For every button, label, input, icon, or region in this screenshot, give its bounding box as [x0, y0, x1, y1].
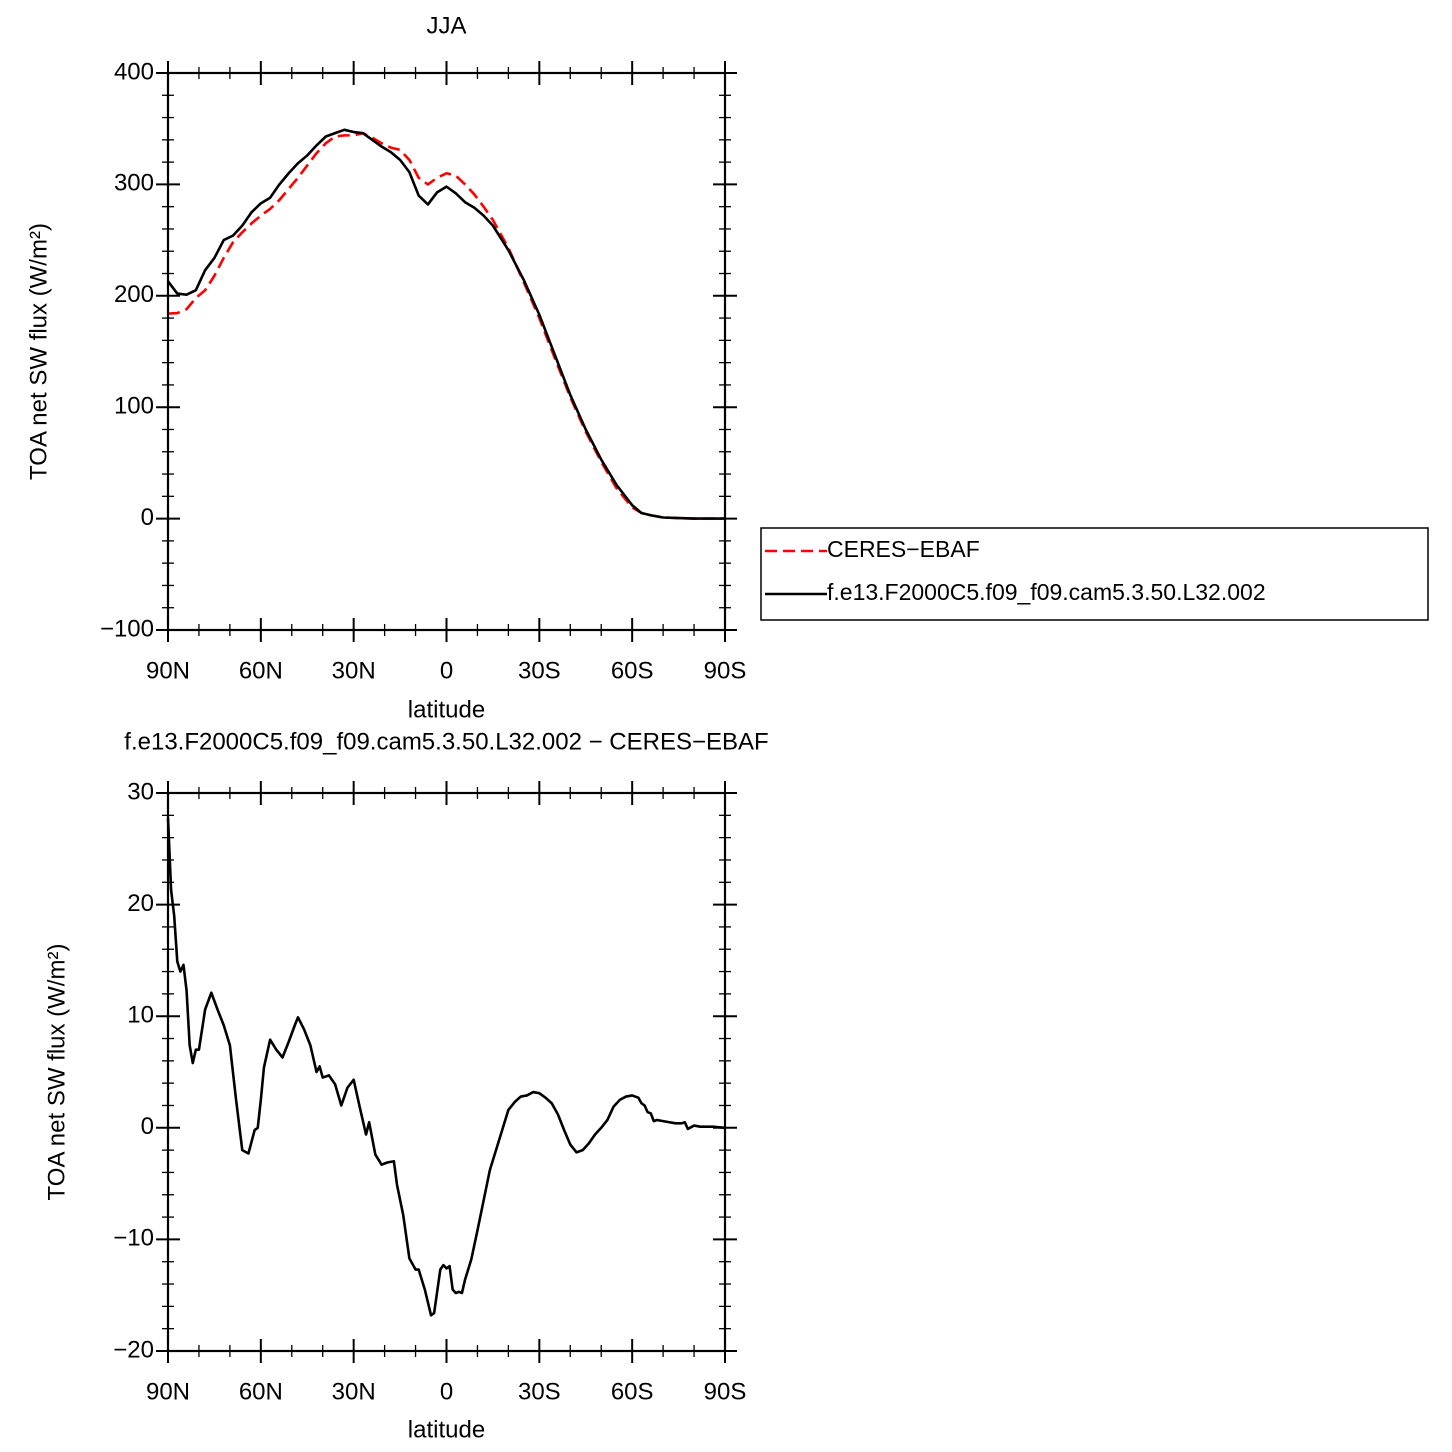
- legend-box: [760, 527, 1429, 621]
- data-line: [166, 817, 726, 1317]
- y-tick-label: 300: [114, 170, 154, 197]
- y-axis-label: TOA net SW flux (W/m²): [25, 223, 52, 480]
- y-tick-label: 100: [114, 393, 154, 420]
- x-tick-label: 30N: [332, 657, 376, 684]
- x-tick-label: 0: [440, 1378, 453, 1405]
- x-tick-label: 60S: [611, 1378, 654, 1405]
- y-tick-label: −100: [100, 615, 154, 642]
- y-tick-label: 10: [127, 1002, 154, 1029]
- data-line: [167, 131, 725, 520]
- y-tick-label: 0: [141, 504, 154, 531]
- plot-frame: [166, 71, 727, 632]
- legend-label: f.e13.F2000C5.f09_f09.cam5.3.50.L32.002: [827, 579, 1266, 605]
- y-tick-label: 200: [114, 281, 154, 308]
- y-tick-label: 400: [114, 58, 154, 85]
- x-tick-label: 30N: [332, 1378, 376, 1405]
- x-axis-label: latitude: [408, 1416, 485, 1443]
- chart-title: JJA: [426, 12, 466, 39]
- chart-title: f.e13.F2000C5.f09_f09.cam5.3.50.L32.002 …: [124, 728, 768, 755]
- x-tick-label: 90S: [704, 1378, 747, 1405]
- legend-label: CERES−EBAF: [827, 536, 980, 562]
- x-tick-label: 30S: [518, 1378, 561, 1405]
- x-tick-label: 60N: [239, 657, 283, 684]
- data-line: [166, 128, 725, 520]
- plot-frame: [166, 791, 727, 1353]
- x-tick-label: 30S: [518, 657, 561, 684]
- x-tick-label: 90N: [146, 1378, 190, 1405]
- y-tick-label: 30: [127, 778, 154, 805]
- legend: CERES−EBAF f.e13.F2000C5.f09_f09.cam5.3.5…: [760, 527, 1429, 621]
- y-tick-label: −10: [113, 1225, 154, 1252]
- y-axis-label: TOA net SW flux (W/m²): [43, 944, 70, 1201]
- x-tick-label: 60N: [239, 1378, 283, 1405]
- y-tick-label: 20: [127, 890, 154, 917]
- x-tick-label: 60S: [611, 657, 654, 684]
- y-tick-label: 0: [141, 1113, 154, 1140]
- y-tick-label: −20: [113, 1336, 154, 1363]
- x-axis-label: latitude: [408, 696, 485, 723]
- x-tick-label: 90S: [704, 657, 747, 684]
- x-tick-label: 0: [440, 657, 453, 684]
- x-tick-label: 90N: [146, 657, 190, 684]
